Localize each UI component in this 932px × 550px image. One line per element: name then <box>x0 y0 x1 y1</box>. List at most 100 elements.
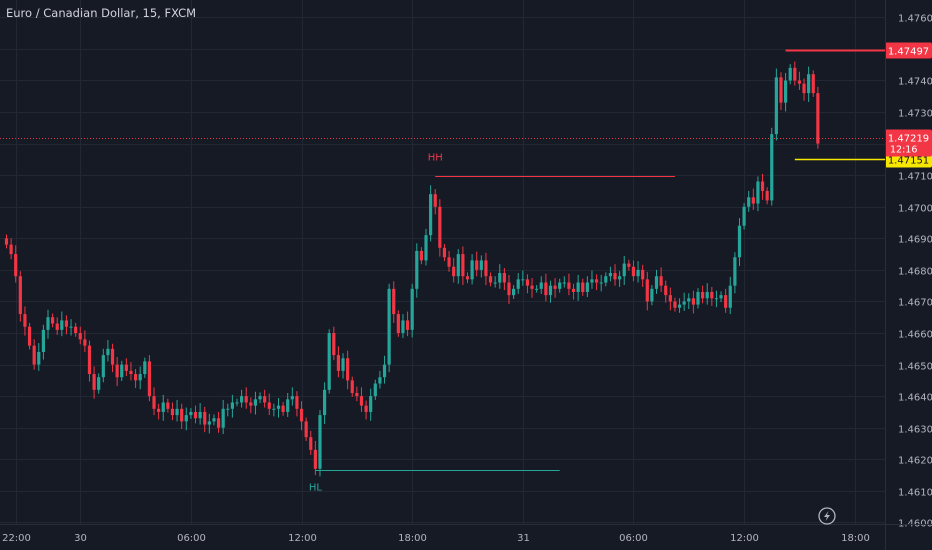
candle-body <box>14 254 18 277</box>
candle-body <box>341 358 345 371</box>
candle-body <box>23 314 27 327</box>
candle-body <box>152 396 156 409</box>
candle-body <box>747 197 751 207</box>
y-tick-label: 1.46700 <box>898 298 932 309</box>
candle-body <box>378 377 382 384</box>
candle-body <box>281 405 285 412</box>
candle-body <box>350 380 354 393</box>
candle-body <box>733 257 737 286</box>
candle-body <box>267 402 271 409</box>
candle-body <box>364 405 368 412</box>
candle-body <box>74 326 78 334</box>
annotation-label-hh: HH <box>428 153 443 164</box>
candle-body <box>286 399 290 412</box>
x-tick-label: 31 <box>517 533 530 544</box>
candle-body <box>530 285 534 289</box>
candle-body <box>189 411 193 416</box>
candle-body <box>124 364 128 371</box>
candle-body <box>401 320 405 334</box>
candle-body <box>456 254 460 277</box>
candle-body <box>599 282 603 284</box>
candle-body <box>742 206 746 226</box>
x-tick-label: 12:00 <box>730 533 759 544</box>
candle-body <box>613 273 617 280</box>
candle-body <box>465 276 470 280</box>
candle-body <box>479 260 483 270</box>
lightning-icon[interactable] <box>818 507 836 525</box>
candle-body <box>359 396 364 406</box>
candle-body <box>207 421 211 425</box>
x-tick-label: 30 <box>74 533 87 544</box>
candle-body <box>581 282 585 292</box>
candle-body <box>37 351 41 365</box>
candle-body <box>562 282 566 284</box>
candle-body <box>18 276 22 315</box>
candle-body <box>461 254 465 277</box>
candle-body <box>585 282 589 292</box>
candle-body <box>728 285 732 308</box>
candle-body <box>226 408 230 410</box>
x-tick-label: 12:00 <box>288 533 317 544</box>
candle-body <box>751 197 755 204</box>
candle-body <box>101 355 105 378</box>
candle-body <box>544 282 548 296</box>
candle-body <box>737 225 742 258</box>
candle-body <box>60 320 64 330</box>
candle-body <box>129 370 133 375</box>
candle-body <box>184 415 188 422</box>
candle-body <box>807 74 811 94</box>
candles <box>4 61 820 477</box>
candle-body <box>447 257 451 267</box>
candle-body <box>55 323 59 330</box>
candle-body <box>4 238 9 245</box>
y-tick-label: 1.47000 <box>898 204 932 215</box>
y-tick-label: 1.47300 <box>898 109 932 120</box>
y-tick-label: 1.47100 <box>898 172 932 183</box>
candle-body <box>765 190 769 201</box>
candle-body <box>779 77 783 103</box>
candle-body <box>138 374 142 381</box>
candle-body <box>69 326 73 328</box>
candle-body <box>783 80 788 103</box>
candle-body <box>507 282 511 296</box>
candle-body <box>641 269 645 280</box>
price-line-tag <box>885 42 932 59</box>
candle-body <box>180 408 184 422</box>
candle-body <box>83 339 87 346</box>
candle-body <box>645 279 649 302</box>
candle-body <box>405 320 410 330</box>
candle-body <box>696 291 700 305</box>
candle-body <box>396 314 400 334</box>
current-price-tag <box>885 129 932 157</box>
candle-body <box>64 320 69 327</box>
candle-body <box>276 405 281 409</box>
chart-title: Euro / Canadian Dollar, 15, FXCM <box>6 6 197 20</box>
price-line-label: 1.47497 <box>888 47 929 58</box>
candle-body <box>756 181 760 204</box>
candle-body <box>32 345 36 365</box>
candle-body <box>290 396 294 400</box>
candle-body <box>373 383 377 397</box>
candle-body <box>97 377 101 390</box>
candle-body <box>650 288 654 302</box>
y-tick-label: 1.46200 <box>898 456 932 467</box>
candle-body <box>322 389 327 416</box>
candle-body <box>212 418 216 422</box>
candle-body <box>415 250 419 289</box>
candle-body <box>668 295 672 302</box>
candle-body <box>382 364 387 378</box>
candle-body <box>567 282 571 289</box>
candle-body <box>811 74 815 94</box>
candle-body <box>484 260 488 277</box>
candle-body <box>802 83 806 94</box>
candle-body <box>166 402 170 409</box>
candle-body <box>355 393 359 397</box>
candle-body <box>714 298 719 300</box>
candle-body <box>295 396 299 409</box>
candle-body <box>106 348 110 356</box>
candle-body <box>687 298 691 302</box>
candle-body <box>594 279 599 283</box>
candle-body <box>161 402 165 412</box>
